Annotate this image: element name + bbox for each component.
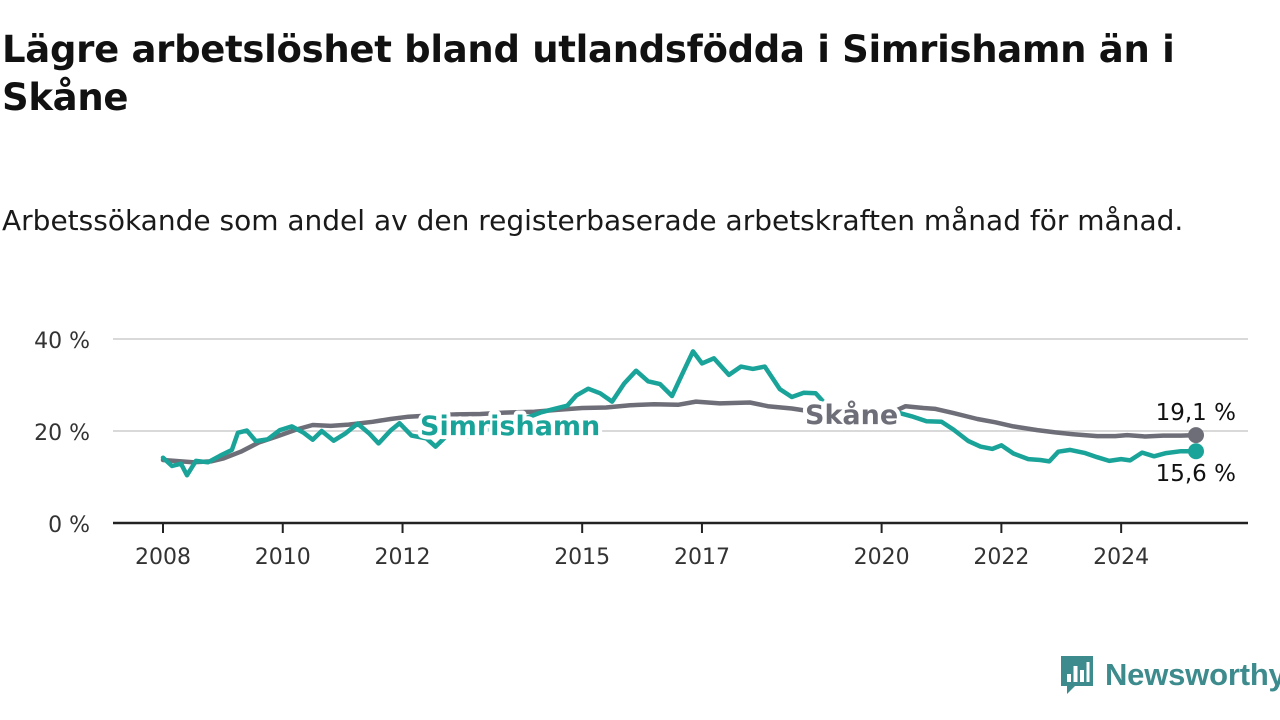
end-point-skåne bbox=[1188, 427, 1204, 444]
x-tick-label: 2015 bbox=[554, 545, 610, 570]
end-point-simrishamn bbox=[1188, 443, 1204, 460]
x-tick-label: 2024 bbox=[1093, 545, 1149, 570]
newsworthy-logo-text: Newsworthy bbox=[1105, 657, 1280, 692]
end-value-label-simrishamn: 15,6 % bbox=[1156, 461, 1236, 487]
x-tick-label: 2020 bbox=[854, 545, 910, 570]
x-tick-label: 2012 bbox=[375, 545, 431, 570]
x-tick-label: 2008 bbox=[135, 545, 191, 570]
x-tick-label: 2010 bbox=[255, 545, 311, 570]
y-tick-label: 20 % bbox=[34, 421, 90, 446]
series-line-simrishamn bbox=[160, 349, 1199, 478]
chart-title: Lägre arbetslöshet bland utlandsfödda i … bbox=[2, 28, 1175, 119]
chart-subtitle: Arbetssökande som andel av den registerb… bbox=[2, 204, 1184, 237]
x-tick-label: 2017 bbox=[674, 545, 730, 570]
y-tick-label: 0 % bbox=[48, 513, 90, 538]
newsworthy-chart-icon bbox=[1061, 656, 1093, 694]
x-tick-label: 2022 bbox=[973, 545, 1029, 570]
newsworthy-logo: Newsworthy bbox=[1059, 654, 1280, 696]
end-value-label-skåne: 19,1 % bbox=[1156, 400, 1236, 426]
series-label-skåne: Skåne bbox=[805, 399, 898, 431]
series-label-simrishamn: Simrishamn bbox=[420, 411, 600, 442]
series-line-skåne bbox=[160, 399, 1199, 465]
y-tick-label: 40 % bbox=[34, 329, 90, 354]
